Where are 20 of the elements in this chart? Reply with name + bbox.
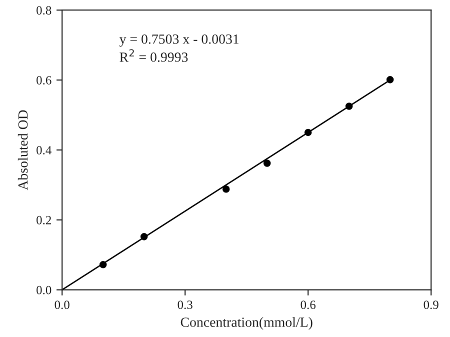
y-tick-label: 0.6 xyxy=(36,76,52,85)
point xyxy=(386,76,394,84)
point xyxy=(222,185,230,193)
x-tick-label: 0.9 xyxy=(424,300,438,310)
x-tick-label: 0.3 xyxy=(178,300,192,310)
point xyxy=(345,102,353,110)
point xyxy=(304,128,312,136)
x-axis-title: Concentration(mmol/L) xyxy=(180,317,312,330)
annotation: R$^{2}$ = 0.9993 xyxy=(120,49,188,62)
annotation: y = 0.7503 x - 0.0031 xyxy=(119,34,239,47)
x-tick-label: 0.6 xyxy=(300,300,316,310)
y-tick-label: 0.4 xyxy=(36,146,52,154)
y-tick-label: 0.2 xyxy=(36,216,51,224)
y-axis-title: Absoluted OD xyxy=(18,110,28,190)
point xyxy=(99,261,107,268)
point xyxy=(263,160,271,167)
y-tick-label: 0.0 xyxy=(36,286,52,294)
point xyxy=(140,233,148,240)
y-tick-label: 0.8 xyxy=(36,6,52,15)
x-tick-label: 0.0 xyxy=(54,300,70,310)
